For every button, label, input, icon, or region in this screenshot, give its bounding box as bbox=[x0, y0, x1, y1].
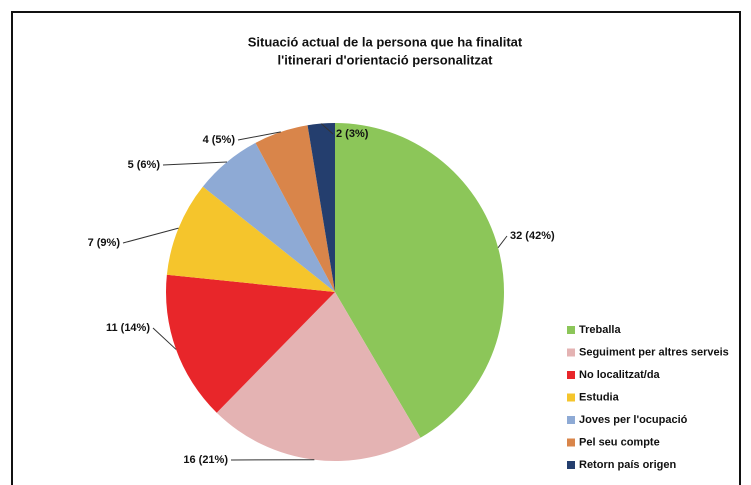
leader-line bbox=[497, 235, 508, 249]
legend-label: No localitzat/da bbox=[579, 369, 661, 381]
pie-slice bbox=[202, 142, 335, 292]
chart-title: Situació actual de la persona que ha fin… bbox=[248, 34, 523, 49]
leader-line bbox=[122, 227, 179, 244]
pie-slice bbox=[216, 292, 421, 461]
legend-label: Pel seu compte bbox=[579, 436, 660, 448]
legend-label: Retorn país origen bbox=[579, 459, 676, 471]
data-label: 4 (5%) bbox=[203, 134, 236, 146]
chart-title: l'itinerari d'orientació personalitzat bbox=[278, 52, 494, 67]
frame bbox=[11, 11, 741, 485]
legend-swatch bbox=[567, 326, 575, 334]
data-label: 32 (42%) bbox=[510, 230, 555, 242]
leader-line bbox=[320, 123, 334, 135]
legend-label: Treballa bbox=[579, 324, 621, 336]
data-label: 5 (6%) bbox=[128, 159, 161, 171]
legend-label: Estudia bbox=[579, 391, 620, 403]
legend-swatch bbox=[567, 461, 575, 469]
pie-slice bbox=[166, 274, 335, 413]
legend-swatch bbox=[567, 393, 575, 402]
legend-swatch bbox=[567, 416, 575, 424]
pie-slice bbox=[335, 123, 504, 438]
leader-line bbox=[237, 131, 281, 141]
data-label: 7 (9%) bbox=[88, 237, 121, 249]
legend-swatch bbox=[567, 348, 575, 357]
data-label: 16 (21%) bbox=[183, 454, 228, 466]
pie-slice bbox=[255, 125, 335, 292]
data-label: 11 (14%) bbox=[106, 322, 150, 334]
legend-label: Joves per l'ocupació bbox=[579, 414, 688, 426]
pie-slice bbox=[166, 186, 335, 292]
data-label: 2 (3%) bbox=[336, 128, 369, 140]
legend-label: Seguiment per altres serveis bbox=[579, 346, 729, 358]
legend-swatch bbox=[567, 438, 575, 447]
leader-line bbox=[162, 161, 227, 166]
pie-slice bbox=[307, 123, 335, 292]
leader-line bbox=[152, 327, 177, 350]
legend-swatch bbox=[567, 371, 575, 379]
